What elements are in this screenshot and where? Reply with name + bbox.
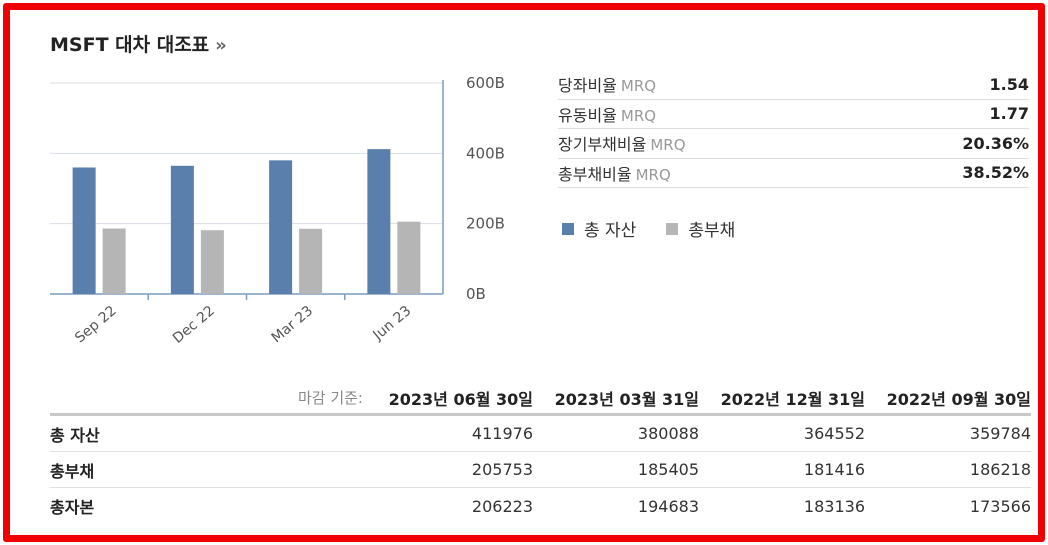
bar-total-liabilities [299,228,323,294]
cell-value: 359784 [969,424,1031,443]
legend-label: 총부채 [688,221,736,241]
ratio-label: 유동비율 MRQ [558,105,657,125]
table-header: 마감 기준: 2023년 06월 30일 2023년 03월 31일 2022년… [50,382,1031,416]
ratio-value: 38.52% [962,163,1029,183]
cell-value: 194683 [637,496,699,516]
legend-swatch [666,222,679,235]
table-row-total-equity: 총자본 206223 194683 183136 173566 [50,488,1031,524]
legend-label: 총 자산 [584,221,637,241]
cell-value: 205753 [471,460,533,479]
more-link-icon[interactable]: » [215,35,227,56]
cell-value: 181416 [803,460,865,479]
ratio-value: 1.77 [989,104,1029,124]
column-header-date: 2022년 12월 31일 [720,389,865,409]
bar-total-assets [72,167,96,294]
basis-label: 마감 기준: [297,389,363,407]
cell-value: 380088 [637,424,699,443]
ratio-label: 장기부채비율 MRQ [558,135,686,155]
legend-item-total-liabilities[interactable]: 총부채 [666,216,735,241]
column-header-date: 2023년 03월 31일 [554,389,699,409]
column-header-date: 2022년 09월 30일 [886,389,1031,409]
x-tick-label: Mar 23 [269,303,317,347]
title-text: MSFT 대차 대조표 [50,34,210,56]
y-tick-label: 200B [466,215,505,233]
bar-total-assets [170,165,194,294]
table-row-total-liabilities: 총부채 205753 185405 181416 186218 [50,452,1031,488]
ratio-label: 당좌비율 MRQ [558,76,657,96]
bar-total-liabilities [397,221,421,294]
y-tick-label: 0B [466,285,486,303]
y-tick-label: 400B [466,144,505,162]
chart-legend: 총 자산 총부채 [562,216,735,241]
ratio-value: 1.54 [989,74,1029,94]
x-tick-label: Jun 23 [370,303,415,344]
page-title: MSFT 대차 대조표» [50,30,227,57]
row-label: 총자본 [50,498,95,517]
bar-total-assets [367,149,391,294]
x-tick-label: Dec 22 [170,303,218,347]
balance-sheet-chart: 600B 400B 200B 0B Sep 22 Dec 22 Mar 23 Jun 23 [50,74,505,347]
cell-value: 173566 [969,496,1031,516]
x-tick-label: Sep 22 [72,303,120,347]
ratio-row-current: 유동비율 MRQ 1.77 [558,100,1029,129]
ratio-label: 총부채비율 MRQ [558,164,671,184]
ratio-value: 20.36% [962,133,1029,153]
table-row-total-assets: 총 자산 411976 380088 364552 359784 [50,416,1031,452]
cell-value: 364552 [803,424,865,443]
cell-value: 411976 [471,424,533,443]
bar-total-liabilities [102,228,126,294]
row-label: 총부채 [50,461,95,481]
cell-value: 206223 [471,496,533,516]
legend-swatch [562,222,574,235]
ratio-row-longterm-debt: 장기부채비율 MRQ 20.36% [558,129,1029,159]
ratio-row-total-debt: 총부채비율 MRQ 38.52% [558,159,1029,188]
y-tick-label: 600B [466,74,505,92]
cell-value: 185405 [637,460,699,479]
row-label: 총 자산 [50,425,100,445]
ratio-list: 당좌비율 MRQ 1.54 유동비율 MRQ 1.77 장기부채비율 MRQ 20.3… [558,70,1029,188]
bar-total-liabilities [200,230,224,294]
legend-item-total-assets[interactable]: 총 자산 [562,216,636,241]
balance-sheet-table: 마감 기준: 2023년 06월 30일 2023년 03월 31일 2022년… [50,382,1031,524]
cell-value: 186218 [969,460,1031,479]
ratio-row-quick: 당좌비율 MRQ 1.54 [558,70,1029,100]
column-header-date: 2023년 06월 30일 [388,389,533,409]
bar-total-assets [269,160,293,294]
cell-value: 183136 [803,496,865,516]
